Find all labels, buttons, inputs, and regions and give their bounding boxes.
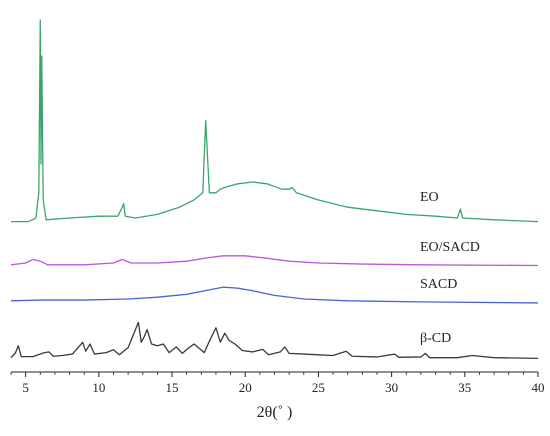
series-label-1: EO/SACD xyxy=(420,240,480,255)
series-label-layer: EO EO/SACD SACD β-CD xyxy=(420,190,480,346)
x-tick-label-7: 40 xyxy=(532,380,545,395)
x-tick-label-0: 5 xyxy=(22,380,29,395)
series-label-0: EO xyxy=(420,190,439,205)
x-tick-label-5: 30 xyxy=(385,380,398,395)
series-line-3 xyxy=(10,321,539,360)
series-line-0 xyxy=(11,19,539,223)
x-tick-label-4: 25 xyxy=(312,380,325,395)
x-axis-title: 2θ(˚ ) xyxy=(257,404,293,421)
series-label-3: β-CD xyxy=(420,331,451,346)
series-line-1 xyxy=(10,255,539,267)
x-tick-layer: 5 10 15 20 25 30 35 40 xyxy=(10,372,545,395)
series-line-2 xyxy=(10,286,539,304)
x-tick-label-1: 10 xyxy=(92,380,105,395)
x-tick-label-6: 35 xyxy=(458,380,471,395)
series-layer xyxy=(10,19,539,360)
series-label-2: SACD xyxy=(420,277,457,292)
x-tick-label-2: 15 xyxy=(166,380,179,395)
x-tick-label-3: 20 xyxy=(239,380,252,395)
